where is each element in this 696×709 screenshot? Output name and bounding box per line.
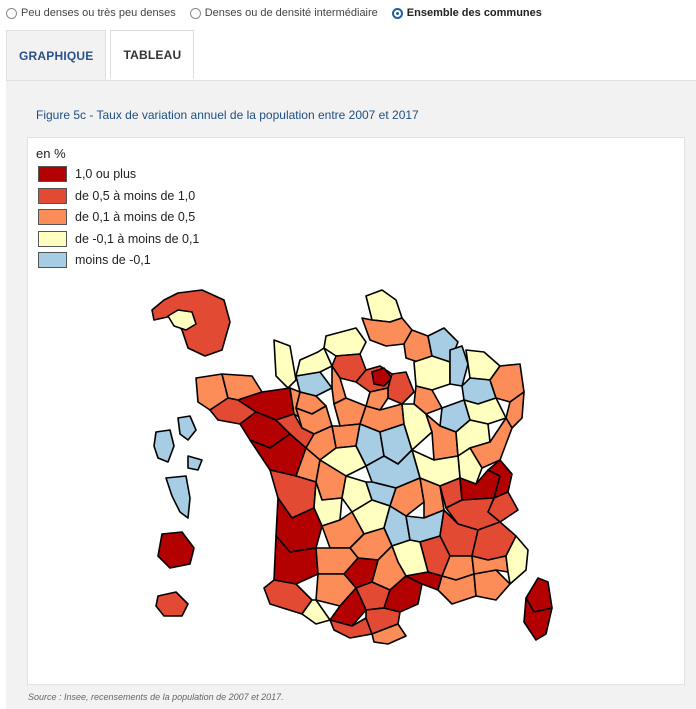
- radio-circle-icon: [6, 7, 17, 19]
- legend-title: en %: [36, 146, 66, 161]
- radio-label: Peu denses ou très peu denses: [21, 7, 176, 19]
- legend-swatch: [38, 231, 67, 247]
- region-haut-rhin[interactable]: [505, 391, 525, 429]
- legend-swatch: [38, 188, 67, 204]
- region-manche[interactable]: [273, 339, 297, 389]
- view-tabs: GRAPHIQUE TABLEAU: [6, 30, 198, 80]
- region-aube[interactable]: [413, 385, 443, 415]
- legend-swatch: [38, 166, 67, 182]
- region-somme[interactable]: [323, 327, 367, 357]
- tab-graphique[interactable]: GRAPHIQUE: [6, 30, 107, 80]
- legend-item-4: de -0,1 à moins de 0,1: [38, 231, 199, 247]
- region-alpes-maritimes[interactable]: [505, 535, 529, 585]
- legend-item-5: moins de -0,1: [38, 252, 151, 268]
- region-seine-maritime[interactable]: [295, 347, 333, 377]
- radio-label: Ensemble des communes: [406, 7, 542, 19]
- region-seine-et-marne[interactable]: [387, 371, 415, 405]
- region-martinique[interactable]: [153, 429, 175, 463]
- source-note: Source : Insee, recensements de la popul…: [28, 692, 284, 702]
- region-marne[interactable]: [413, 355, 451, 391]
- region-nord[interactable]: [365, 289, 403, 323]
- legend-label: 1,0 ou plus: [75, 167, 137, 181]
- region-hautes-pyrenees[interactable]: [301, 599, 331, 625]
- legend-label: de -0,1 à moins de 0,1: [75, 232, 200, 246]
- region-guyane[interactable]: [165, 475, 191, 519]
- region-paris[interactable]: [371, 367, 393, 387]
- region-corse-du-sud[interactable]: [523, 597, 553, 641]
- legend-label: de 0,1 à moins de 0,5: [75, 210, 196, 224]
- legend-label: moins de -0,1: [75, 253, 151, 267]
- region-reunion[interactable]: [157, 531, 195, 569]
- legend-swatch: [38, 252, 67, 268]
- radio-label: Denses ou de densité intermédiaire: [204, 7, 378, 19]
- zone-filter: Peu denses ou très peu denses Denses ou …: [0, 0, 696, 26]
- region-martinique-south[interactable]: [187, 455, 203, 471]
- legend-item-3: de 0,1 à moins de 0,5: [38, 209, 195, 225]
- radio-ensemble[interactable]: Ensemble des communes: [391, 7, 542, 19]
- radio-peu-denses[interactable]: Peu denses ou très peu denses: [6, 7, 176, 19]
- region-var[interactable]: [473, 569, 511, 601]
- region-pyrenees-orientales[interactable]: [371, 623, 407, 645]
- radio-denses[interactable]: Denses ou de densité intermédiaire: [189, 7, 378, 19]
- radio-selected-icon: [391, 7, 403, 19]
- region-haute-garonne[interactable]: [329, 587, 367, 627]
- legend-item-1: 1,0 ou plus: [38, 166, 136, 182]
- tab-tableau[interactable]: TABLEAU: [110, 30, 195, 78]
- region-mayotte[interactable]: [155, 591, 189, 617]
- legend-item-2: de 0,5 à moins de 1,0: [38, 188, 195, 204]
- radio-circle-icon: [189, 7, 201, 19]
- legend-label: de 0,5 à moins de 1,0: [75, 189, 196, 203]
- region-essonne[interactable]: [365, 387, 389, 411]
- legend-swatch: [38, 209, 67, 225]
- figure-title: Figure 5c - Taux de variation annuel de …: [36, 108, 419, 122]
- region-guadeloupe-basse-terre[interactable]: [167, 309, 197, 331]
- region-martinique-east[interactable]: [177, 415, 197, 441]
- region-meuse[interactable]: [449, 345, 469, 387]
